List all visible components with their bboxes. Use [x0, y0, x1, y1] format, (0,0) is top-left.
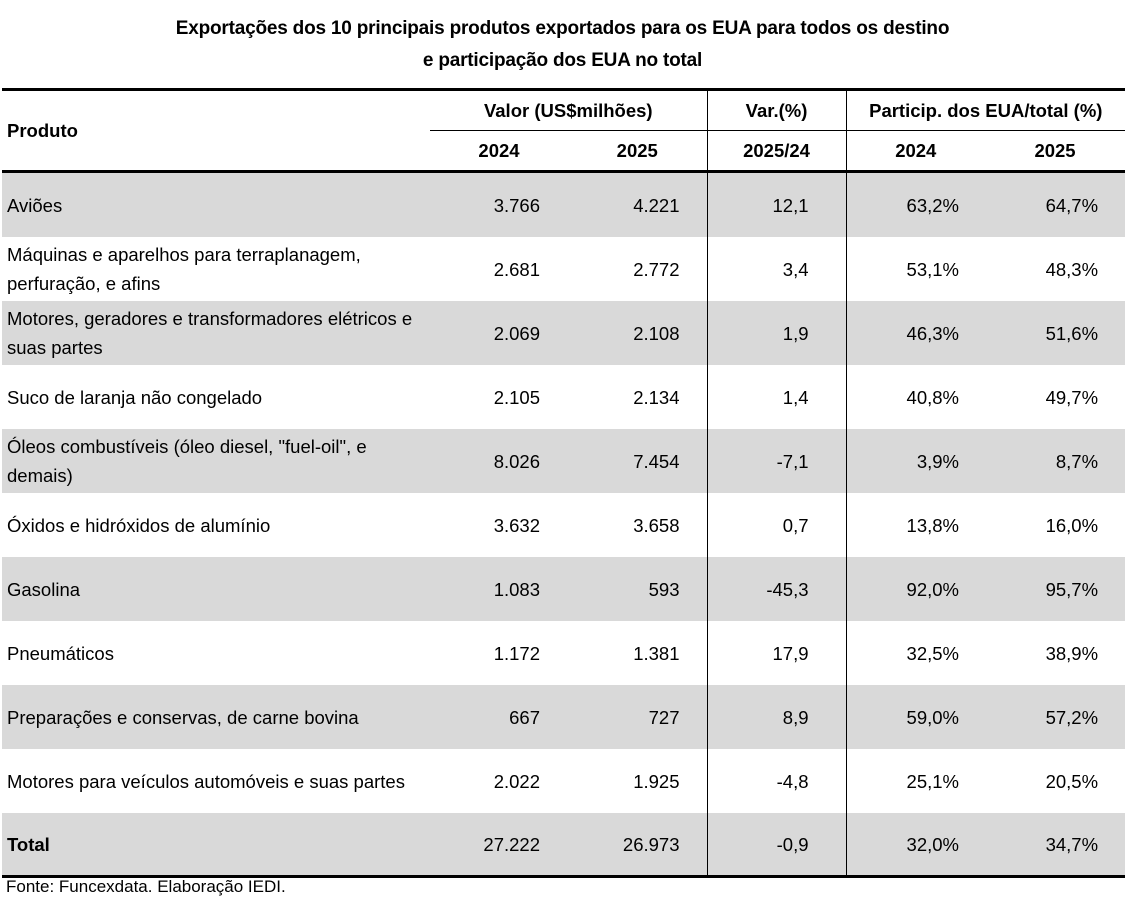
header-valor-2025: 2025: [568, 130, 708, 173]
cell-produto: Preparações e conservas, de carne bovina: [2, 685, 430, 749]
cell-valor-2025: 3.658: [633, 514, 680, 536]
exports-table: Produto Valor (US$milhões) Var.(%) Parti…: [2, 88, 1125, 878]
total-cell-var: -0,9: [706, 813, 847, 878]
cell-valor-2024: 1.172: [493, 642, 540, 664]
table-row: Preparações e conservas, de carne bovina…: [2, 685, 1125, 749]
cell-valor-2025: 593: [568, 557, 708, 621]
cell-particip-2025: 49,7%: [1045, 386, 1099, 408]
table-row-total: Total 27.222 26.973 -0,9 32,0% 34,7%: [2, 813, 1125, 878]
cell-var: -4,8: [706, 749, 847, 813]
cell-particip-2025: 48,3%: [1045, 258, 1099, 280]
cell-particip-2025: 95,7%: [985, 557, 1125, 621]
cell-var: 1,9: [706, 301, 847, 365]
cell-particip-2024: 25,1%: [845, 749, 986, 813]
cell-particip-2024: 32,5%: [845, 621, 986, 685]
cell-valor-2025: 1.925: [633, 770, 680, 792]
cell-valor-2024: 2.069: [430, 301, 568, 365]
table-row: Máquinas e aparelhos para terraplanagem,…: [2, 237, 1125, 301]
cell-var: 8,9: [706, 685, 847, 749]
total-cell-particip-2025: 34,7%: [985, 813, 1125, 878]
cell-valor-2025: 727: [568, 685, 708, 749]
cell-valor-2025: 7.454: [568, 429, 708, 493]
cell-particip-2025: 38,9%: [1045, 642, 1099, 664]
cell-particip-2025: 57,2%: [985, 685, 1125, 749]
table-row: Suco de laranja não congelado 2.105 2.134 1…: [2, 365, 1125, 429]
header-valor-group: Valor (US$milhões): [430, 88, 708, 131]
cell-produto: Máquinas e aparelhos para terraplanagem,…: [7, 244, 361, 294]
cell-particip-2024: 53,1%: [845, 237, 986, 301]
table-row: Motores para veículos automóveis e suas …: [2, 749, 1125, 813]
total-cell-produto: Total: [2, 813, 430, 878]
cell-particip-2025: 51,6%: [985, 301, 1125, 365]
header-particip-group: Particip. dos EUA/total (%): [845, 88, 1125, 131]
cell-var: 3,4: [706, 237, 847, 301]
header-particip-2025: 2025: [985, 130, 1125, 173]
cell-particip-2025: 16,0%: [1045, 514, 1099, 536]
header-var-period: 2025/24: [706, 130, 847, 173]
table-row: Pneumáticos 1.172 1.381 17,9 32,5% 38,9%: [2, 621, 1125, 685]
cell-produto: Aviões: [2, 171, 430, 237]
cell-particip-2024: 46,3%: [845, 301, 986, 365]
cell-particip-2024: 3,9%: [845, 429, 986, 493]
cell-particip-2024: 92,0%: [845, 557, 986, 621]
cell-particip-2024: 59,0%: [845, 685, 986, 749]
table-row: Aviões 3.766 4.221 12,1 63,2% 64,7%: [2, 171, 1125, 237]
header-particip-2024: 2024: [845, 130, 986, 173]
cell-produto: Óleos combustíveis (óleo diesel, "fuel-o…: [2, 429, 430, 493]
header-valor-2024: 2024: [430, 130, 568, 173]
header-row-groups: Produto Valor (US$milhões) Var.(%) Parti…: [2, 88, 1125, 173]
table-title-line-1: Exportações dos 10 principais produtos e…: [175, 18, 950, 39]
cell-produto: Óxidos e hidróxidos de alumínio: [7, 514, 271, 536]
header-produto: Produto: [2, 88, 430, 173]
cell-produto: Gasolina: [2, 557, 430, 621]
header-var-group: Var.(%): [706, 88, 847, 131]
cell-produto: Suco de laranja não congelado: [7, 386, 263, 408]
cell-valor-2024: 667: [430, 685, 568, 749]
cell-valor-2025: 2.134: [633, 386, 680, 408]
cell-valor-2024: 2.681: [493, 258, 540, 280]
cell-valor-2025: 4.221: [568, 171, 708, 237]
cell-var: -45,3: [706, 557, 847, 621]
cell-produto: Motores para veículos automóveis e suas …: [7, 770, 405, 792]
cell-produto: Pneumáticos: [7, 642, 114, 664]
table-row: Óxidos e hidróxidos de alumínio 3.632 3.65…: [2, 493, 1125, 557]
cell-valor-2024: 3.632: [493, 514, 540, 536]
cell-valor-2025: 1.381: [633, 642, 680, 664]
cell-valor-2024: 8.026: [430, 429, 568, 493]
cell-var: 1,4: [706, 365, 847, 429]
total-cell-valor-2025: 26.973: [568, 813, 708, 878]
cell-var: -7,1: [706, 429, 847, 493]
table-row: Óleos combustíveis (óleo diesel, "fuel-o…: [2, 429, 1125, 493]
cell-valor-2024: 2.022: [493, 770, 540, 792]
cell-particip-2024: 13,8%: [845, 493, 986, 557]
source-note: Fonte: Funcexdata. Elaboração IEDI.: [6, 877, 286, 896]
cell-particip-2025: 64,7%: [985, 171, 1125, 237]
table-row: Motores, geradores e transformadores elé…: [2, 301, 1125, 365]
cell-valor-2024: 2.105: [493, 386, 540, 408]
total-cell-particip-2024: 32,0%: [845, 813, 986, 878]
table-row: Gasolina 1.083 593 -45,3 92,0% 95,7%: [2, 557, 1125, 621]
cell-produto: Motores, geradores e transformadores elé…: [2, 301, 430, 365]
cell-particip-2025: 8,7%: [985, 429, 1125, 493]
cell-particip-2024: 63,2%: [845, 171, 986, 237]
cell-var: 0,7: [706, 493, 847, 557]
cell-valor-2025: 2.108: [568, 301, 708, 365]
cell-particip-2025: 20,5%: [1045, 770, 1099, 792]
cell-valor-2025: 2.772: [633, 258, 680, 280]
total-cell-valor-2024: 27.222: [430, 813, 568, 878]
cell-particip-2024: 40,8%: [845, 365, 986, 429]
table-body: Aviões 3.766 4.221 12,1 63,2% 64,7% Máquinas e…: [2, 171, 1125, 878]
cell-var: 12,1: [706, 171, 847, 237]
header-row-years: 2024 2025 2025/24 2024 2025: [2, 130, 1125, 173]
cell-valor-2024: 1.083: [430, 557, 568, 621]
cell-valor-2024: 3.766: [430, 171, 568, 237]
cell-var: 17,9: [706, 621, 847, 685]
table-title-line-2: e participação dos EUA no total: [422, 50, 703, 71]
